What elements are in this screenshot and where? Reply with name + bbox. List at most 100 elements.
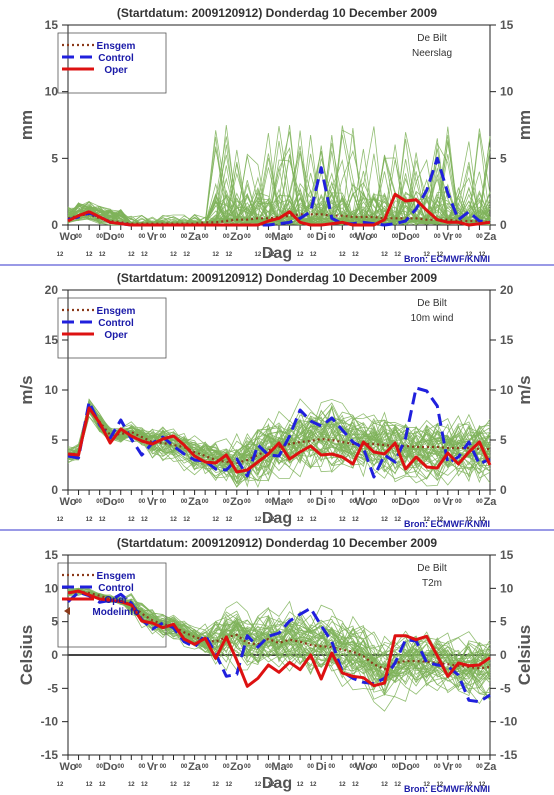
y-tick-label-right: -5	[500, 681, 511, 695]
x-hour-label: 00	[117, 764, 124, 770]
y-axis-label-left: mm	[17, 110, 36, 140]
ensemble-member-line	[67, 587, 491, 692]
x-hour-label: 00	[75, 499, 82, 505]
x-hour-label: 12	[268, 782, 275, 788]
x-day-label: Do	[398, 231, 413, 243]
y-tick-label-left: 20	[45, 283, 59, 297]
x-hour-label: 00	[350, 499, 357, 505]
x-day-label: Di	[316, 761, 327, 773]
y-tick-label-right: 5	[500, 151, 507, 165]
x-hour-label: 00	[223, 499, 230, 505]
x-hour-label: 12	[466, 782, 473, 788]
x-day-label: Za	[484, 231, 498, 243]
y-tick-label-left: 0	[51, 483, 58, 497]
series-line-control	[66, 590, 491, 704]
y-tick-label-right: 10	[500, 85, 514, 99]
y-tick-label-left: 15	[45, 333, 59, 347]
x-day-label: Ma	[271, 231, 287, 243]
x-day-label: Do	[398, 761, 413, 773]
legend-label-ensgem: Ensgem	[97, 41, 136, 52]
x-hour-label: 00	[476, 764, 483, 770]
y-tick-label-left: -5	[47, 681, 58, 695]
x-hour-label: 12	[212, 252, 219, 258]
x-hour-label: 00	[328, 764, 335, 770]
x-hour-label: 00	[265, 764, 272, 770]
x-hour-label: 12	[339, 782, 346, 788]
x-hour-label: 12	[225, 252, 232, 258]
x-hour-label: 00	[181, 234, 188, 240]
y-tick-label-left: -15	[41, 748, 59, 762]
x-hour-label: 00	[307, 234, 314, 240]
x-day-label: Do	[103, 231, 118, 243]
x-hour-label: 00	[181, 764, 188, 770]
x-hour-label: 00	[244, 234, 251, 240]
x-day-label: Za	[188, 231, 202, 243]
x-hour-label: 00	[202, 499, 209, 505]
x-hour-label: 12	[466, 252, 473, 258]
chart-title: (Startdatum: 2009120912) Donderdag 10 De…	[117, 536, 437, 550]
series-line-oper	[67, 406, 492, 474]
x-day-label: Wo	[60, 496, 77, 508]
x-hour-label: 12	[183, 252, 190, 258]
x-hour-label: 12	[183, 517, 190, 523]
y-tick-label-right: 0	[500, 648, 507, 662]
y-tick-label-right: 15	[500, 333, 514, 347]
x-hour-label: 12	[466, 517, 473, 523]
x-day-label: Wo	[355, 761, 372, 773]
x-hour-label: 12	[381, 252, 388, 258]
y-tick-label-left: -10	[41, 715, 59, 729]
x-day-label: Wo	[355, 231, 372, 243]
x-day-label: Vr	[442, 496, 454, 508]
x-hour-label: 00	[371, 234, 378, 240]
x-hour-label: 00	[413, 234, 420, 240]
x-hour-label: 12	[268, 517, 275, 523]
x-hour-label: 12	[423, 252, 430, 258]
x-hour-label: 12	[212, 782, 219, 788]
y-tick-label-left: 0	[51, 218, 58, 232]
x-hour-label: 00	[160, 234, 167, 240]
y-tick-label-left: 10	[45, 383, 59, 397]
y-tick-label-right: 15	[500, 548, 514, 562]
legend-label-oper: Oper	[104, 595, 127, 606]
x-hour-label: 00	[413, 499, 420, 505]
x-hour-label: 00	[139, 234, 146, 240]
x-hour-label: 00	[286, 764, 293, 770]
x-hour-label: 12	[381, 517, 388, 523]
x-axis-label: Dag	[262, 775, 292, 792]
y-tick-label-left: 5	[51, 433, 58, 447]
x-hour-label: 12	[352, 782, 359, 788]
x-hour-label: 00	[265, 234, 272, 240]
x-day-label: Za	[188, 496, 202, 508]
x-hour-label: 12	[141, 252, 148, 258]
legend-label-ensgem: Ensgem	[97, 571, 136, 582]
x-hour-label: 00	[476, 499, 483, 505]
x-hour-label: 12	[297, 517, 304, 523]
y-tick-label-left: 5	[51, 615, 58, 629]
series-line-oper	[67, 589, 491, 688]
y-tick-label-right: 5	[500, 615, 507, 629]
panel-t2m: (Startdatum: 2009120912) Donderdag 10 De…	[17, 536, 534, 794]
x-axis-label: Dag	[262, 245, 292, 262]
x-hour-label: 00	[244, 764, 251, 770]
source-label: Bron: ECMWF/KNMI	[404, 519, 490, 529]
legend-label-ensgem: Ensgem	[97, 306, 136, 317]
x-hour-label: 12	[339, 252, 346, 258]
x-hour-label: 00	[223, 234, 230, 240]
source-label: Bron: ECMWF/KNMI	[404, 784, 490, 794]
variable-label: 10m wind	[411, 313, 454, 324]
series-line-oper	[67, 192, 491, 227]
legend-label-control: Control	[98, 53, 134, 64]
y-tick-label-left: 10	[45, 85, 59, 99]
x-hour-label: 00	[328, 499, 335, 505]
x-day-label: Do	[103, 761, 118, 773]
x-day-label: Za	[484, 761, 498, 773]
x-hour-label: 00	[476, 234, 483, 240]
x-hour-label: 12	[297, 252, 304, 258]
y-tick-label-left: 15	[45, 548, 59, 562]
x-hour-label: 00	[350, 234, 357, 240]
x-hour-label: 12	[394, 252, 401, 258]
y-axis-label-left: m/s	[17, 375, 36, 404]
x-day-label: Do	[103, 496, 118, 508]
